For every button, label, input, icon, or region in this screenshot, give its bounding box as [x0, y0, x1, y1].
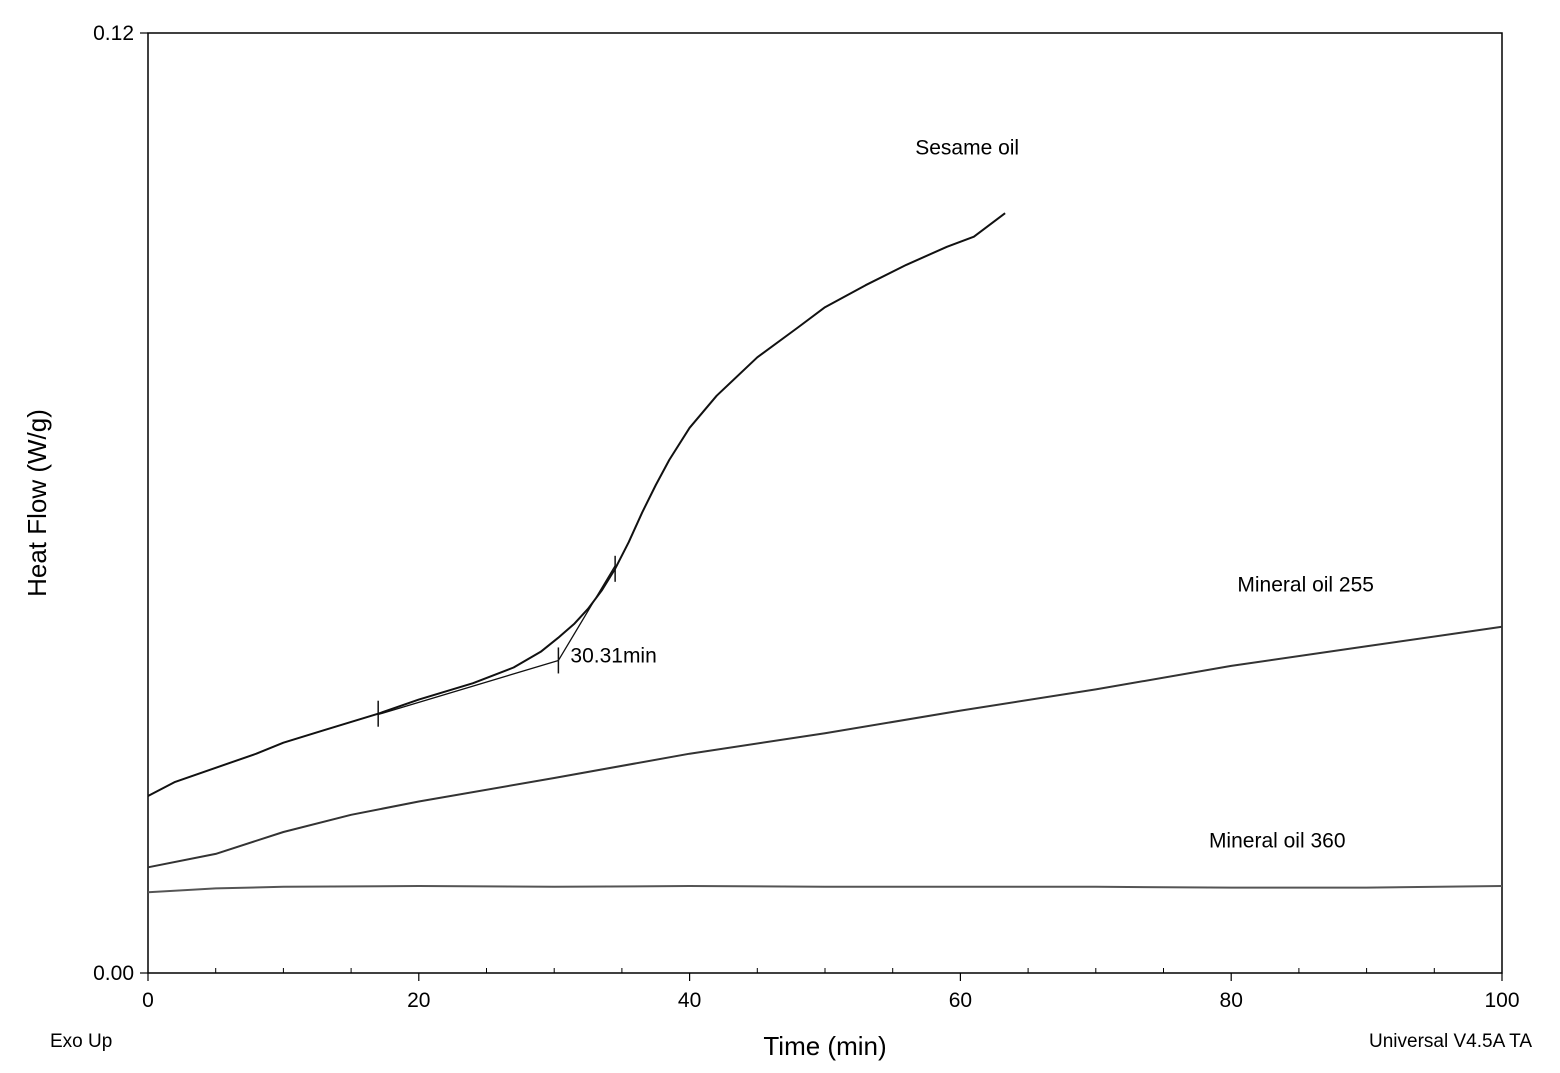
annotations: Sesame oil Mineral oil 255 Mineral oil 360: [915, 136, 1374, 852]
series-layer: [147, 212, 1503, 894]
x-tick-label: 20: [407, 989, 430, 1012]
x-tick-label: 60: [949, 989, 972, 1012]
series-annotation: Mineral oil 360: [1209, 830, 1346, 853]
x-tick-label: 40: [678, 989, 701, 1012]
x-tick-label: 80: [1220, 989, 1243, 1012]
onset-analysis: 30.31min: [377, 555, 657, 727]
onset-label: 30.31min: [570, 644, 656, 667]
series-annotation: Sesame oil: [915, 136, 1019, 159]
x-tick-label: 100: [1484, 989, 1519, 1012]
x-tick-label: 0: [142, 989, 154, 1012]
y-axis-title: Heat Flow (W/g): [22, 409, 52, 597]
x-axis-title: Time (min): [763, 1031, 886, 1061]
y-axis-ticks: 0.00 0.12: [93, 22, 148, 985]
slope-tangent-line: [557, 565, 616, 661]
x-axis-ticks: 0 20 40 60 80 100: [142, 973, 1520, 1012]
y-tick-label: 0.00: [93, 962, 134, 985]
series-line-2: [147, 625, 1503, 869]
series-line-1: [147, 212, 1006, 797]
minor-ticks: [215, 968, 1435, 973]
footer-right-label: Universal V4.5A TA: [1369, 1031, 1532, 1052]
series-line-3: [147, 885, 1503, 894]
series-annotation: Mineral oil 255: [1237, 574, 1374, 597]
y-tick-label: 0.12: [93, 22, 134, 45]
footer-left-label: Exo Up: [50, 1031, 112, 1052]
baseline-tangent-line: [377, 659, 559, 716]
